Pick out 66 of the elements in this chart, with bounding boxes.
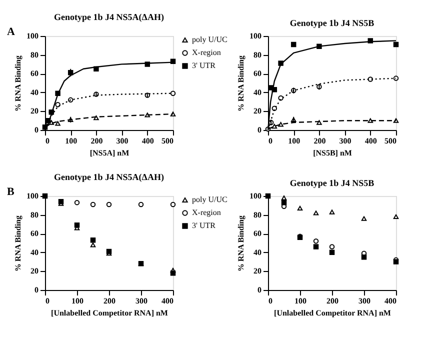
x-tick-label: 400 — [162, 296, 174, 306]
y-tick-label: 60 — [254, 69, 262, 78]
x-tick-label: 200 — [104, 296, 116, 306]
y-tick-label: 100 — [26, 192, 38, 200]
y-tick-label: 80 — [30, 210, 38, 220]
text: A — [7, 26, 15, 38]
y-axis-title: % RNA Binding — [14, 55, 22, 112]
y-tick-label: 40 — [254, 88, 262, 97]
x-tick-label: 200 — [90, 136, 103, 146]
y-axis-title: % RNA Binding — [14, 215, 22, 272]
x-axis-title: [Unlabelled Competitor RNA] nM — [274, 308, 392, 318]
legend-label: poly U/UC — [192, 195, 228, 204]
x-tick-label: 0 — [268, 296, 272, 306]
legend-label: X-region — [192, 48, 221, 57]
x-axis-title: [NS5B] nM — [313, 148, 352, 158]
y-axis-title: % RNA Binding — [236, 55, 246, 112]
x-tick-label: 400 — [142, 136, 154, 146]
y-tick-label: 0 — [258, 286, 262, 294]
y-tick-label: 0 — [258, 126, 262, 134]
x-tick-label: 0 — [46, 136, 50, 146]
x-axis-title: [Unlabelled Competitor RNA] nM — [51, 308, 168, 318]
x-tick-label: 200 — [326, 296, 338, 306]
y-tick-label: 100 — [250, 192, 262, 200]
x-tick-label: 100 — [288, 136, 300, 146]
y-tick-label: 20 — [254, 266, 262, 276]
x-axis-title: [NS5A] nM — [90, 148, 130, 158]
legend-label: poly U/UC — [192, 35, 228, 44]
text: B — [7, 186, 15, 198]
y-tick-label: 20 — [30, 266, 38, 276]
chart-title: Genotype 1b J4 NS5B — [290, 18, 374, 28]
x-tick-label: 0 — [268, 136, 272, 146]
chart-title: Genotype 1b J4 NS5A(ΔAH) — [54, 172, 164, 182]
legend-label: X-region — [192, 208, 221, 217]
legend-label: 3' UTR — [192, 61, 216, 70]
chart-title: Genotype 1b J4 NS5B — [290, 178, 374, 188]
y-tick-label: 20 — [30, 106, 38, 116]
y-tick-label: 0 — [34, 286, 38, 294]
x-tick-label: 300 — [339, 136, 352, 146]
y-tick-label: 40 — [254, 248, 262, 257]
y-tick-label: 60 — [30, 69, 38, 78]
x-tick-label: 500 — [384, 136, 396, 146]
x-tick-label: 300 — [136, 296, 148, 306]
y-tick-label: 60 — [254, 229, 262, 238]
x-tick-label: 100 — [72, 296, 84, 306]
y-tick-label: 100 — [250, 32, 262, 40]
legend-label: 3' UTR — [192, 221, 216, 230]
y-tick-label: 40 — [30, 88, 38, 97]
y-tick-label: 0 — [34, 126, 38, 134]
y-tick-label: 80 — [30, 50, 38, 60]
y-tick-label: 60 — [30, 229, 38, 238]
x-tick-label: 300 — [116, 136, 128, 146]
y-axis-title: % RNA Binding — [236, 215, 246, 272]
x-tick-label: 0 — [46, 296, 50, 306]
y-tick-label: 20 — [254, 106, 262, 116]
y-tick-label: 40 — [30, 248, 38, 257]
x-tick-label: 100 — [65, 136, 78, 146]
x-tick-label: 400 — [364, 136, 377, 146]
x-tick-label: 500 — [162, 136, 174, 146]
chart-title: Genotype 1b J4 NS5A(ΔAH) — [54, 12, 164, 22]
y-tick-label: 80 — [254, 210, 262, 220]
x-tick-label: 100 — [294, 296, 306, 306]
y-tick-label: 100 — [26, 32, 38, 40]
x-tick-label: 400 — [384, 296, 396, 306]
y-tick-label: 80 — [254, 50, 262, 60]
x-tick-label: 300 — [358, 296, 370, 306]
x-tick-label: 200 — [314, 136, 326, 146]
